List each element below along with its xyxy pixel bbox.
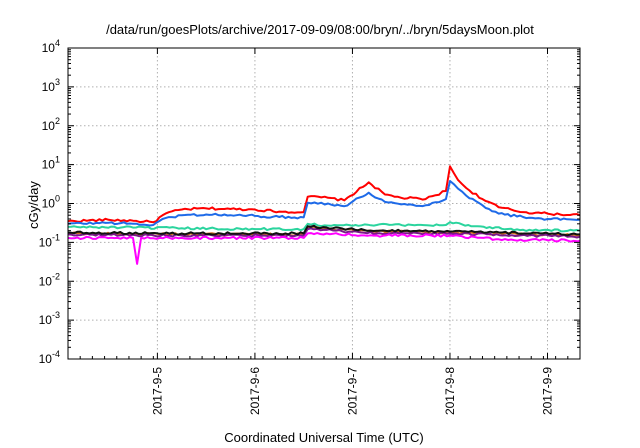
series-line xyxy=(67,232,581,265)
x-axis-label: Coordinated Universal Time (UTC) xyxy=(224,430,424,445)
x-tick-label: 2017-9-6 xyxy=(248,367,262,415)
y-tick-label: 10-1 xyxy=(39,232,60,249)
y-axis-label: cGy/day xyxy=(26,181,41,229)
y-tick-label: 10-3 xyxy=(39,310,60,327)
y-tick-label: 100 xyxy=(42,194,60,211)
series-lines xyxy=(67,165,581,265)
y-tick-label: 10-2 xyxy=(39,271,60,288)
y-tick-label: 103 xyxy=(42,77,60,94)
tick-marks xyxy=(67,47,581,360)
series-line xyxy=(67,221,581,233)
chart-title: /data/run/goesPlots/archive/2017-09-09/0… xyxy=(106,22,534,37)
y-tick-label: 104 xyxy=(42,38,60,55)
series-line xyxy=(67,180,581,227)
x-tick-label: 2017-9-5 xyxy=(150,367,164,415)
y-tick-label: 102 xyxy=(42,116,60,133)
y-tick-label: 101 xyxy=(42,155,60,172)
y-tick-labels: 10-4 10-3 10-2 10-1 100 101 102 103 104 xyxy=(39,38,60,366)
series-line xyxy=(67,227,581,239)
x-tick-labels: 2017-9-5 2017-9-6 2017-9-7 2017-9-8 2017-9-9 xyxy=(150,367,554,415)
x-tick-label: 2017-9-8 xyxy=(443,367,457,415)
series-line xyxy=(67,224,580,237)
x-tick-label: 2017-9-9 xyxy=(540,367,554,415)
y-tick-label: 10-4 xyxy=(39,349,60,366)
x-tick-label: 2017-9-7 xyxy=(345,367,359,415)
series-line xyxy=(67,165,581,224)
